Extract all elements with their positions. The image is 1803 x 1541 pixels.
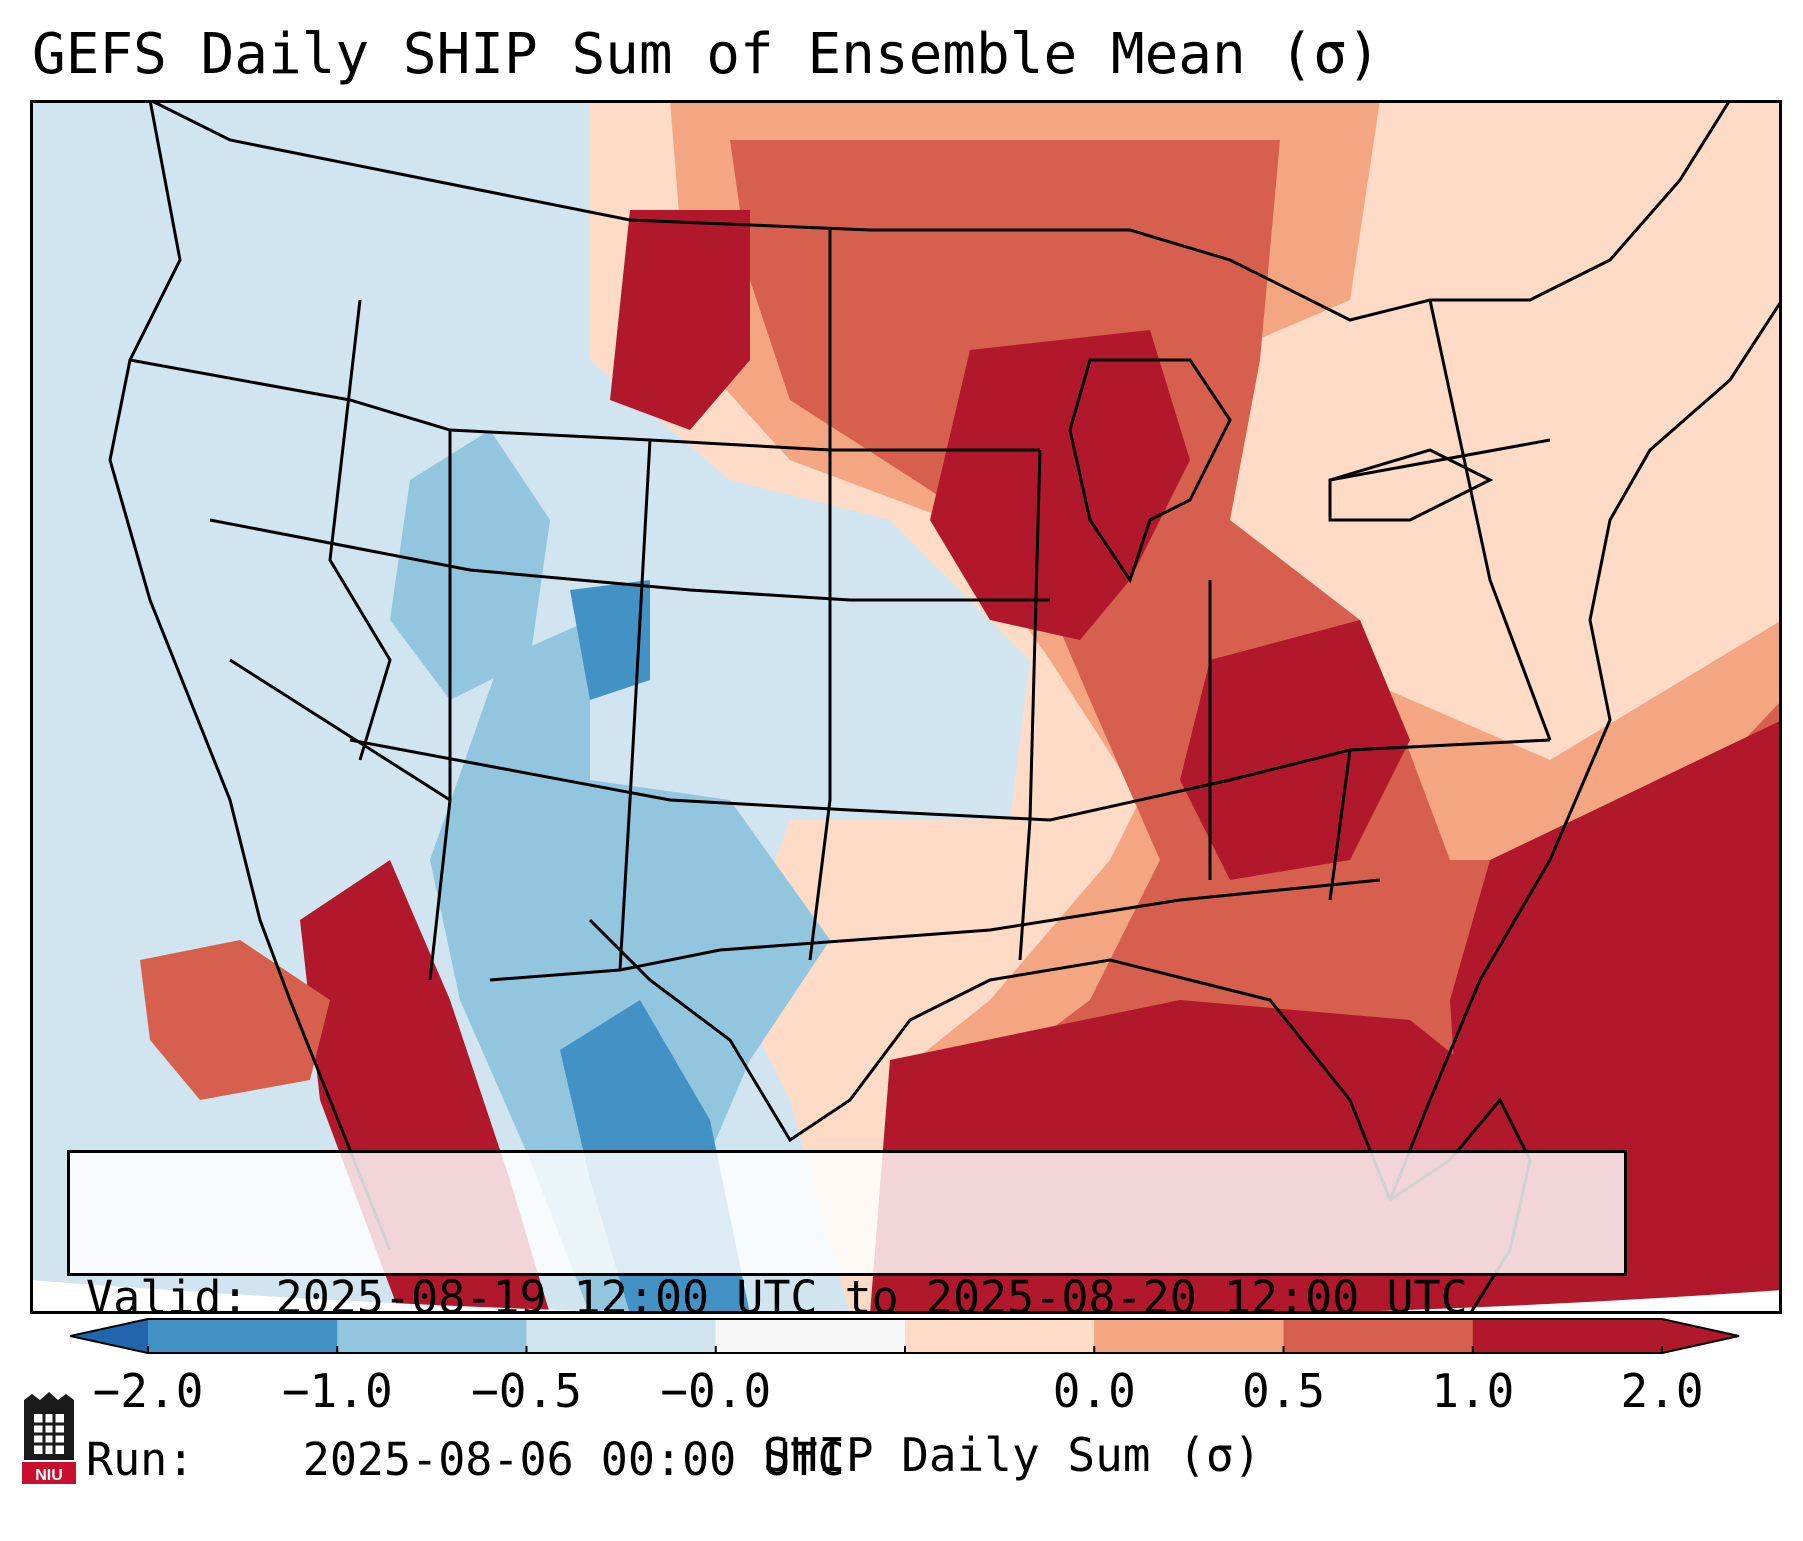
colorbar-extend-over	[1662, 1318, 1740, 1354]
state-line	[1329, 438, 1551, 482]
colorbar-tick-label: 0.0	[1052, 1364, 1136, 1418]
east-coast	[1388, 299, 1782, 1201]
colorbar-tick-label: 1.0	[1431, 1364, 1515, 1418]
great-lakes-outline	[1328, 448, 1494, 522]
state-line	[229, 658, 451, 802]
anomaly-field-very-strong-warm	[610, 210, 750, 430]
colorbar-segment	[148, 1318, 338, 1354]
valid-value: 2025-08-19 12:00 UTC to 2025-08-20 12:00…	[275, 1271, 1468, 1324]
colorbar-tick-label: −1.0	[281, 1364, 393, 1418]
logo-text: NIU	[35, 1467, 63, 1484]
colorbar-frame	[70, 1318, 1740, 1354]
colorbar-segment	[1094, 1318, 1284, 1354]
valid-run-info-box: Valid: 2025-08-19 12:00 UTC to 2025-08-2…	[67, 1150, 1627, 1486]
map-panel[interactable]	[30, 100, 1782, 1314]
niu-logo-icon: NIU	[22, 1392, 76, 1484]
state-line	[618, 439, 652, 971]
run-label: Run:	[86, 1433, 195, 1486]
state-line	[209, 518, 1050, 602]
colorbar-segment	[526, 1318, 717, 1354]
state-line	[1428, 299, 1552, 741]
anomaly-field-very-strong-warm	[930, 330, 1190, 640]
run-value: 2025-08-06 00:00 UTC	[302, 1433, 845, 1486]
great-lakes-outline	[1068, 358, 1232, 584]
colorbar-tick-label: 2.0	[1620, 1364, 1704, 1418]
state-line	[328, 299, 392, 761]
map-frame	[30, 100, 1782, 1314]
anomaly-field-cool	[390, 430, 550, 700]
map-title: GEFS Daily SHIP Sum of Ensemble Mean (σ)	[32, 22, 1381, 87]
colorbar-segment	[337, 1318, 527, 1354]
state-line	[428, 430, 452, 981]
west-coast	[108, 100, 392, 1251]
anomaly-field-strong-cool	[570, 580, 650, 700]
state-line	[808, 230, 832, 961]
colorbar-title: SHIP Daily Sum (σ)	[762, 1428, 1262, 1482]
valid-label: Valid:	[86, 1271, 249, 1324]
colorbar-tick-label: −0.0	[660, 1364, 772, 1418]
colorbar-tick-label: 0.5	[1241, 1364, 1326, 1418]
colorbar-extend-under	[70, 1318, 148, 1354]
colorbar	[70, 1318, 1740, 1354]
valid-line: Valid: 2025-08-19 12:00 UTC to 2025-08-2…	[86, 1271, 1608, 1325]
boundary-lines	[108, 100, 1782, 1314]
colorbar-segment	[1283, 1318, 1474, 1354]
state-line	[489, 878, 1381, 982]
run-line: Run: 2025-08-06 00:00 UTC	[86, 1433, 1608, 1487]
state-line	[129, 358, 1040, 452]
anomaly-field-very-strong-warm	[1180, 620, 1410, 880]
colorbar-tick-label: −2.0	[92, 1364, 204, 1418]
colorbar-segment	[905, 1318, 1095, 1354]
state-line	[1328, 749, 1352, 901]
state-line	[1018, 449, 1042, 961]
colorbar-segment	[1472, 1318, 1663, 1354]
colorbar-segment	[715, 1318, 906, 1354]
us-border-north	[149, 100, 1732, 322]
colorbar-tick-label: −0.5	[471, 1364, 582, 1418]
gulf-coast	[588, 918, 1392, 1201]
projection-edge	[30, 1280, 1782, 1314]
colorbar-segments	[70, 1318, 1740, 1354]
